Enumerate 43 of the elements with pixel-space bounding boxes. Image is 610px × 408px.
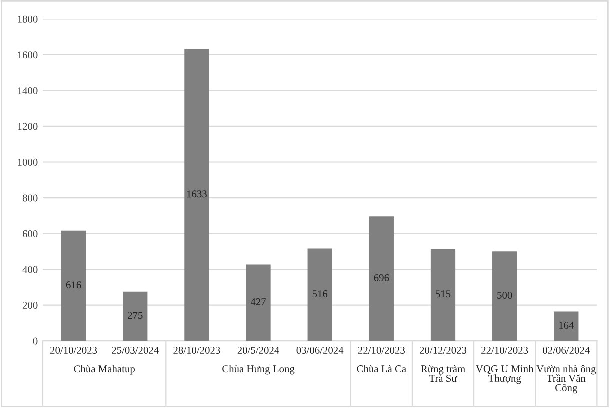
bar	[369, 216, 394, 342]
bar	[61, 230, 86, 342]
y-tick-label: 600	[22, 230, 38, 238]
bar	[554, 312, 579, 342]
bar	[430, 248, 456, 342]
x-tick-label: 03/06/2024	[296, 346, 344, 354]
text: Vườn nhà ông Trần Văn Công	[536, 365, 596, 394]
y-tick-label: 1200	[18, 123, 38, 130]
y-tick-label: 1600	[18, 52, 38, 59]
bar	[308, 248, 332, 342]
x-tick-label: 20/10/2023	[50, 346, 98, 354]
x-tick-label: 20/12/2023	[420, 346, 467, 354]
x-tick-label: 25/03/2024	[112, 346, 159, 354]
data-label: 696	[374, 274, 390, 282]
data-label: 164	[560, 322, 574, 330]
y-tick-label: 0	[33, 338, 38, 345]
y-tick-label: 800	[22, 194, 38, 202]
bar	[184, 49, 210, 342]
data-label: 275	[128, 312, 143, 320]
text: Chùa Mahatup	[74, 365, 135, 375]
bar	[123, 292, 148, 342]
x-tick-label: 28/10/2023	[174, 346, 220, 354]
text: Chùa Là Ca	[357, 365, 406, 373]
data-label: 1633	[187, 190, 207, 198]
y-tick-label: 1800	[18, 16, 38, 23]
x-tick-label: 20/5/2024	[238, 346, 280, 354]
text: VQG U Minh Thượng	[476, 365, 534, 384]
bar	[246, 264, 271, 342]
x-tick-label: 22/10/2023	[482, 346, 528, 354]
y-tick-label: 1000	[18, 158, 38, 166]
y-tick-label: 400	[22, 266, 38, 274]
data-label: 500	[498, 292, 512, 299]
text: Chùa Hưng Long	[222, 365, 295, 375]
y-tick-label: 200	[22, 302, 38, 310]
x-tick-label: 02/06/2024	[543, 346, 590, 354]
bar	[492, 252, 518, 342]
data-label: 515	[436, 290, 451, 298]
data-label: 516	[312, 290, 328, 298]
x-tick-label: 22/10/2023	[358, 346, 405, 354]
data-label: 427	[250, 298, 266, 306]
y-tick-label: 1400	[18, 87, 38, 94]
text: Rừng tràm Trà Sư	[421, 365, 466, 382]
data-label: 616	[66, 282, 82, 289]
